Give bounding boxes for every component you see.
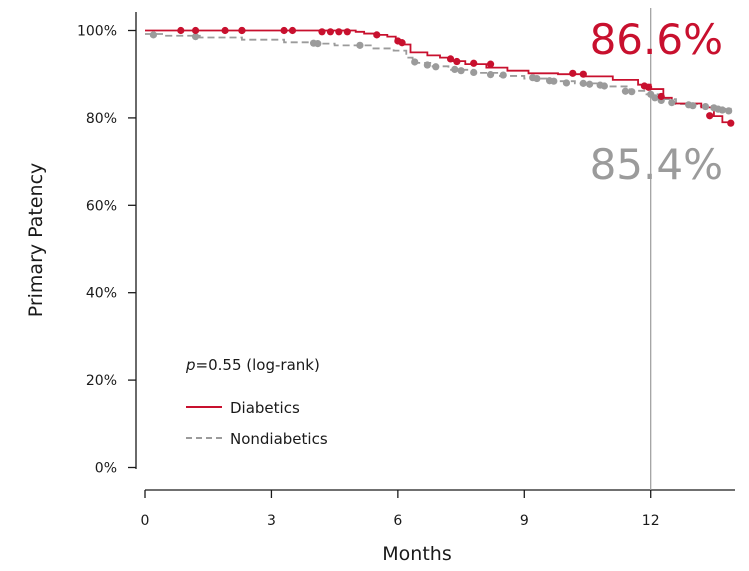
censor-marker-diabetics — [373, 31, 381, 39]
censor-marker-diabetics — [343, 28, 351, 36]
y-tick-label: 80% — [86, 111, 117, 127]
censor-marker-diabetics — [318, 28, 326, 36]
censor-marker-nondiabetics — [457, 67, 465, 75]
censor-marker-diabetics — [446, 55, 455, 63]
legend-label-diabetics: Diabetics — [230, 399, 300, 417]
y-tick-label: 40% — [86, 286, 117, 302]
censor-marker-nondiabetics — [562, 79, 571, 87]
censor-marker-diabetics — [486, 60, 495, 68]
y-tick-label: 20% — [86, 373, 117, 389]
y-ticks: 0% 20% 40% 60% 80% 100% — [77, 24, 136, 477]
censor-marker-nondiabetics — [550, 77, 558, 85]
censor-marker-nondiabetics — [486, 71, 495, 79]
censor-marker-diabetics — [569, 69, 577, 77]
censor-marker-diabetics — [579, 70, 587, 78]
y-axis-title: Primary Patency — [25, 163, 47, 318]
censor-marker-diabetics — [727, 119, 735, 127]
y-tick-label: 100% — [77, 24, 117, 40]
censor-marker-nondiabetics — [600, 82, 608, 90]
p-symbol: p — [185, 356, 196, 374]
censor-marker-diabetics — [645, 83, 653, 91]
censor-marker-nondiabetics — [718, 106, 726, 114]
censor-marker-nondiabetics — [191, 33, 200, 41]
censor-marker-nondiabetics — [356, 41, 364, 49]
legend-label-nondiabetics: Nondiabetics — [230, 430, 328, 448]
censor-marker-nondiabetics — [451, 65, 459, 73]
censor-marker-diabetics — [191, 26, 200, 35]
censor-marker-diabetics — [177, 26, 185, 35]
censor-marker-diabetics — [706, 112, 714, 120]
x-tick-label: 9 — [520, 513, 529, 529]
p-value-annotation: p=0.55 (log-rank) — [185, 356, 320, 374]
censor-marker-diabetics — [453, 57, 461, 66]
x-tick-label: 12 — [642, 513, 660, 529]
censor-marker-diabetics — [470, 59, 478, 67]
censor-marker-nondiabetics — [149, 31, 158, 39]
censor-marker-diabetics — [657, 92, 665, 101]
p-value-text: =0.55 (log-rank) — [196, 356, 320, 374]
censor-marker-nondiabetics — [470, 68, 478, 77]
censor-marker-nondiabetics — [411, 58, 419, 66]
censor-marker-nondiabetics — [701, 102, 710, 111]
censor-marker-diabetics — [221, 26, 229, 35]
censor-marker-diabetics — [398, 39, 406, 47]
censor-marker-nondiabetics — [432, 63, 440, 71]
nondiabetics-callout: 85.4% — [590, 140, 723, 189]
censor-marker-nondiabetics — [586, 80, 594, 88]
diabetics-callout: 86.6% — [590, 15, 723, 64]
axes — [135, 12, 735, 491]
censor-marker-nondiabetics — [423, 61, 431, 69]
censor-marker-nondiabetics — [533, 74, 541, 83]
censor-marker-nondiabetics — [689, 102, 697, 110]
censor-marker-nondiabetics — [579, 79, 587, 87]
censor-marker-diabetics — [288, 26, 297, 35]
censor-marker-nondiabetics — [668, 99, 676, 107]
x-tick-label: 3 — [267, 513, 276, 529]
censor-marker-diabetics — [326, 28, 335, 36]
legend: Diabetics Nondiabetics — [186, 399, 328, 448]
censor-marker-nondiabetics — [621, 87, 630, 95]
x-tick-label: 0 — [141, 513, 150, 529]
censor-markers — [149, 26, 735, 127]
censor-marker-diabetics — [280, 26, 288, 35]
censor-marker-diabetics — [335, 28, 343, 36]
y-tick-label: 60% — [86, 198, 117, 214]
censor-marker-nondiabetics — [651, 94, 659, 102]
x-tick-label: 6 — [393, 513, 402, 529]
x-axis-title: Months — [382, 543, 451, 565]
censor-marker-nondiabetics — [499, 71, 507, 79]
y-tick-label: 0% — [95, 461, 117, 477]
x-ticks: 0 3 6 9 12 — [141, 490, 660, 529]
censor-marker-nondiabetics — [314, 40, 322, 48]
censor-marker-nondiabetics — [725, 107, 733, 115]
censor-marker-nondiabetics — [628, 88, 636, 96]
censor-marker-diabetics — [238, 26, 246, 35]
